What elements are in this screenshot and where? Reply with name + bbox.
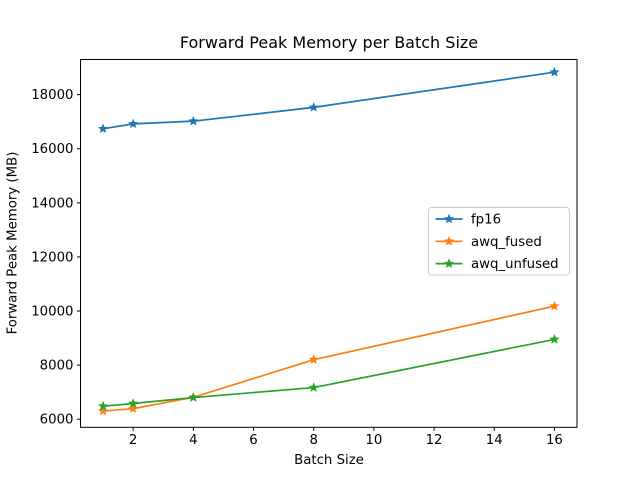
legend-sample-marker-awq_fused <box>443 236 455 246</box>
data-point-marker-fp16 <box>308 102 319 112</box>
data-point-marker-fp16 <box>188 115 199 126</box>
x-tick-label: 14 <box>486 433 503 448</box>
x-tick-label: 16 <box>546 433 563 448</box>
x-tick-label: 6 <box>249 433 257 448</box>
data-point-marker-fp16 <box>98 123 109 134</box>
x-tick-label: 2 <box>129 433 137 448</box>
y-tick-label: 14000 <box>31 196 73 211</box>
legend-sample-marker-fp16 <box>443 213 455 224</box>
series-line-awq_fused <box>102 305 556 412</box>
y-tick-label: 6000 <box>40 413 74 428</box>
legend-label-awq_unfused: awq_unfused <box>471 257 559 272</box>
data-point-marker-awq_fused <box>98 405 109 416</box>
y-tick-label: 16000 <box>31 142 73 157</box>
data-point-marker-awq_unfused <box>308 382 319 392</box>
axes-frame <box>80 59 578 428</box>
legend-label-awq_fused: awq_fused <box>471 235 542 250</box>
data-point-marker-awq_fused <box>128 403 139 413</box>
legend-label-fp16: fp16 <box>471 213 501 228</box>
y-tick-label: 10000 <box>31 305 73 320</box>
data-point-marker-awq_fused <box>549 300 560 311</box>
data-point-marker-awq_unfused <box>188 392 199 402</box>
data-point-marker-fp16 <box>549 66 560 77</box>
x-tick-label: 4 <box>189 433 197 448</box>
series-line-awq_unfused <box>102 338 556 408</box>
y-tick-label: 18000 <box>31 88 73 103</box>
chart-title: Forward Peak Memory per Batch Size <box>179 33 479 52</box>
x-tick-label: 12 <box>426 433 443 448</box>
x-tick-label: 10 <box>365 433 382 448</box>
data-point-marker-awq_fused <box>308 354 319 364</box>
data-point-marker-awq_unfused <box>549 334 560 344</box>
data-point-marker-awq_unfused <box>98 400 109 411</box>
y-tick-label: 12000 <box>31 250 73 265</box>
legend-box <box>428 207 570 276</box>
x-tick-label: 8 <box>309 433 317 448</box>
legend-sample-marker-awq_unfused <box>443 258 455 268</box>
series-line-fp16 <box>102 71 556 130</box>
data-point-marker-awq_unfused <box>128 398 139 408</box>
x-axis-label: Batch Size <box>294 453 364 468</box>
data-point-marker-fp16 <box>128 118 139 129</box>
y-tick-label: 8000 <box>40 359 74 374</box>
